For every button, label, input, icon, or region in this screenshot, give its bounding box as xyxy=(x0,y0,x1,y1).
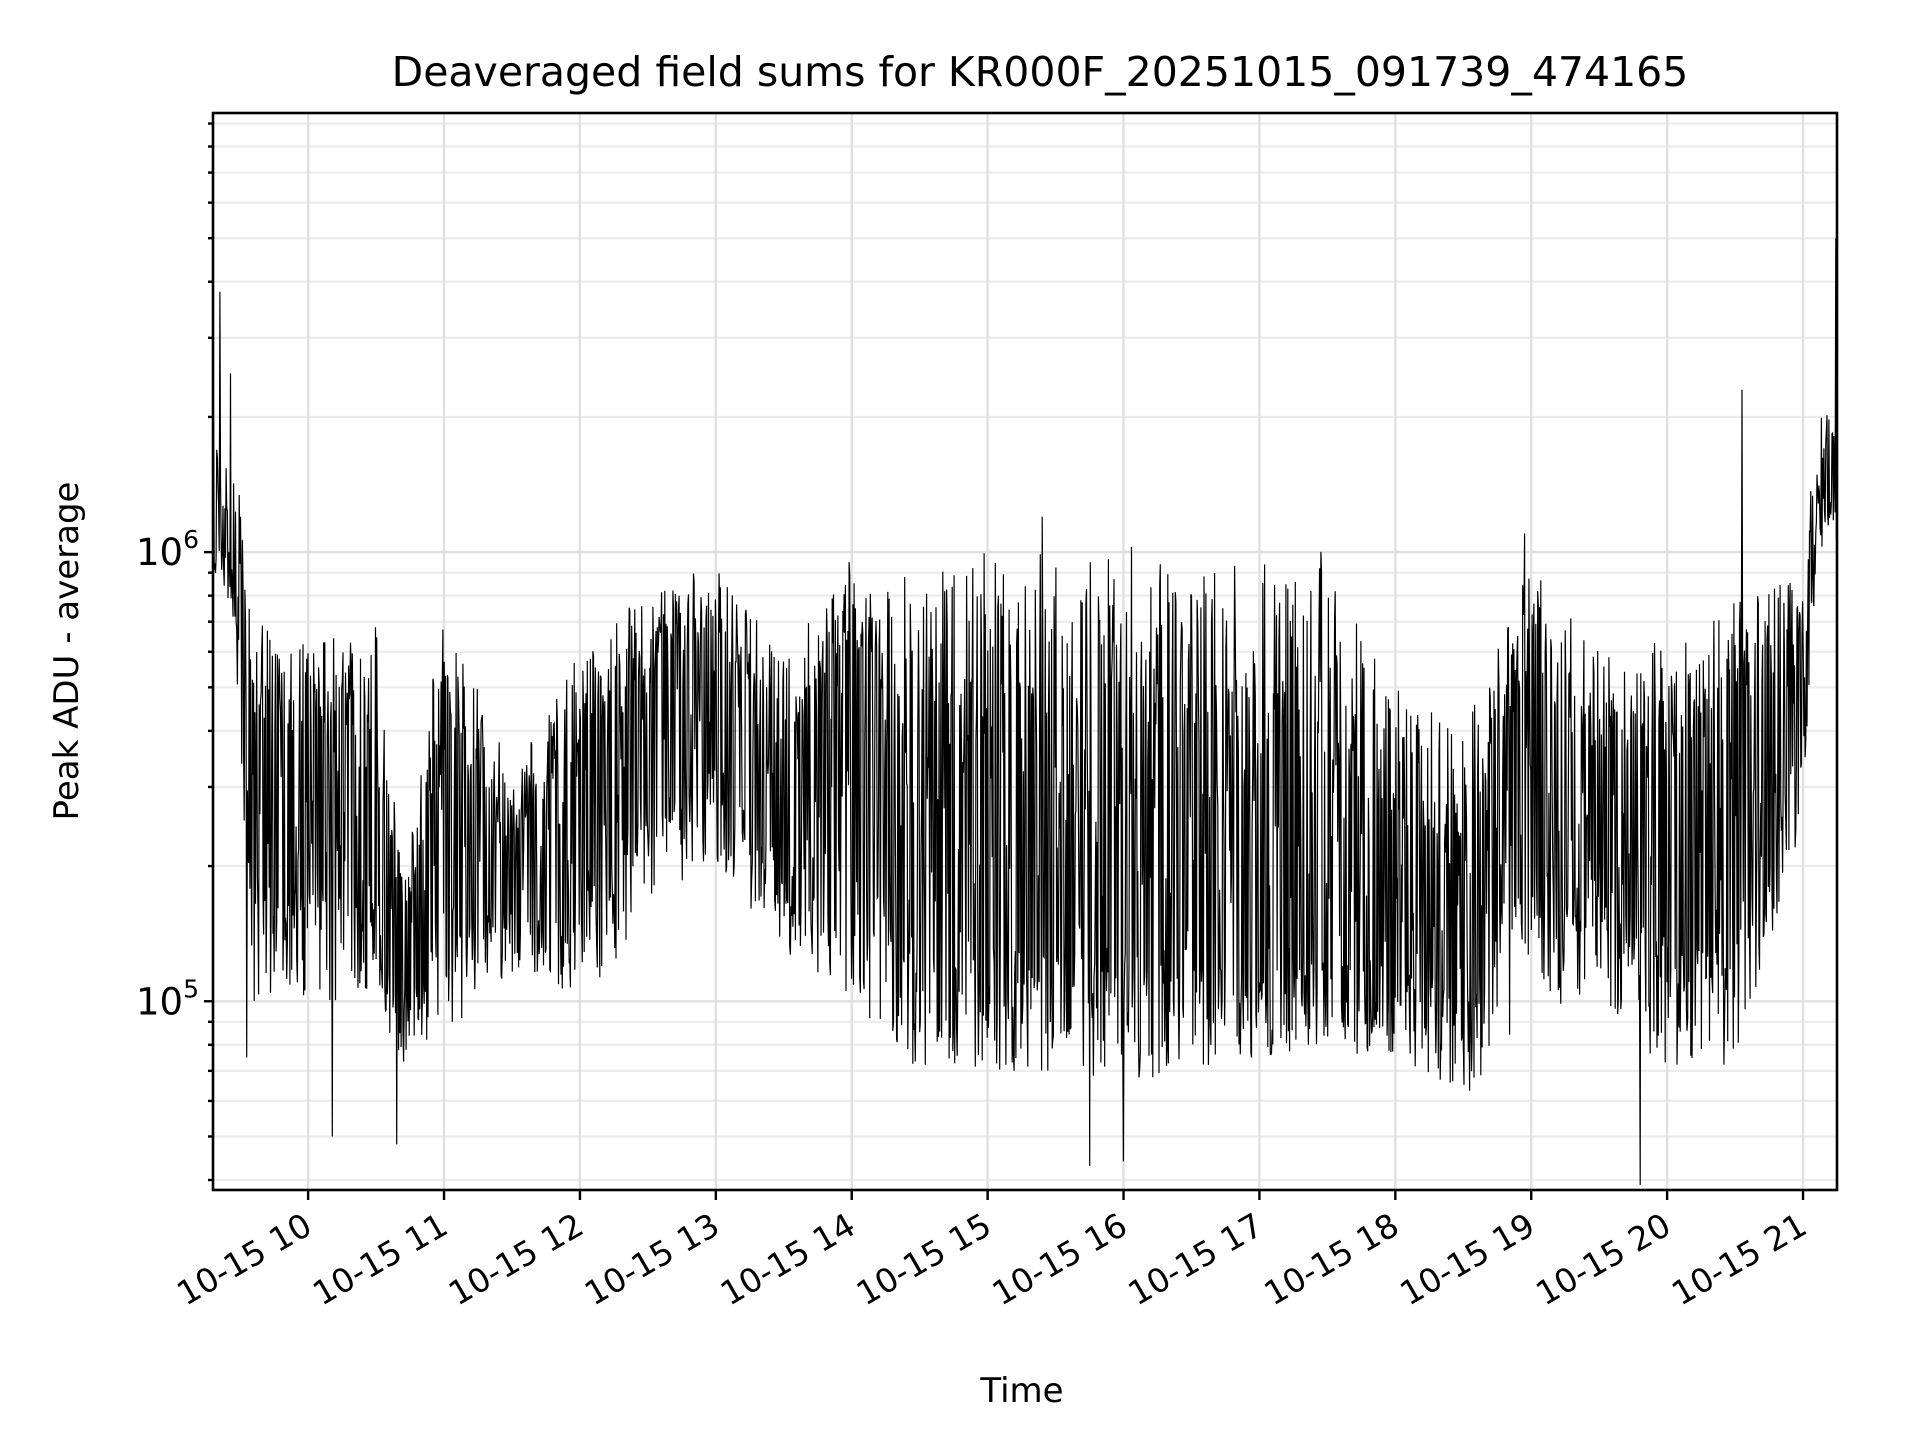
x-tick-label: 10-15 12 xyxy=(442,1205,590,1313)
x-axis-label: Time xyxy=(979,1371,1063,1411)
y-axis-label: Peak ADU - average xyxy=(47,482,87,821)
x-tick-label: 10-15 13 xyxy=(578,1205,726,1313)
y-axis: 105 106 xyxy=(136,122,213,1182)
series-line xyxy=(212,238,1838,1185)
x-tick-label: 10-15 16 xyxy=(986,1205,1134,1313)
chart-title: Deaveraged field sums for KR000F_2025101… xyxy=(392,48,1689,96)
x-tick-label: 10-15 20 xyxy=(1529,1205,1677,1313)
x-tick-label: 10-15 21 xyxy=(1665,1205,1813,1313)
y-tick-label: 106 xyxy=(136,525,199,574)
x-tick-label: 10-15 14 xyxy=(714,1205,862,1313)
y-tick-label: 105 xyxy=(136,974,199,1023)
x-tick-label: 10-15 10 xyxy=(170,1205,318,1313)
x-tick-label: 10-15 17 xyxy=(1121,1205,1269,1313)
x-tick-label: 10-15 19 xyxy=(1393,1205,1541,1313)
x-tick-label: 10-15 18 xyxy=(1257,1205,1405,1313)
x-tick-label: 10-15 11 xyxy=(306,1205,454,1313)
x-tick-label: 10-15 15 xyxy=(850,1205,998,1313)
